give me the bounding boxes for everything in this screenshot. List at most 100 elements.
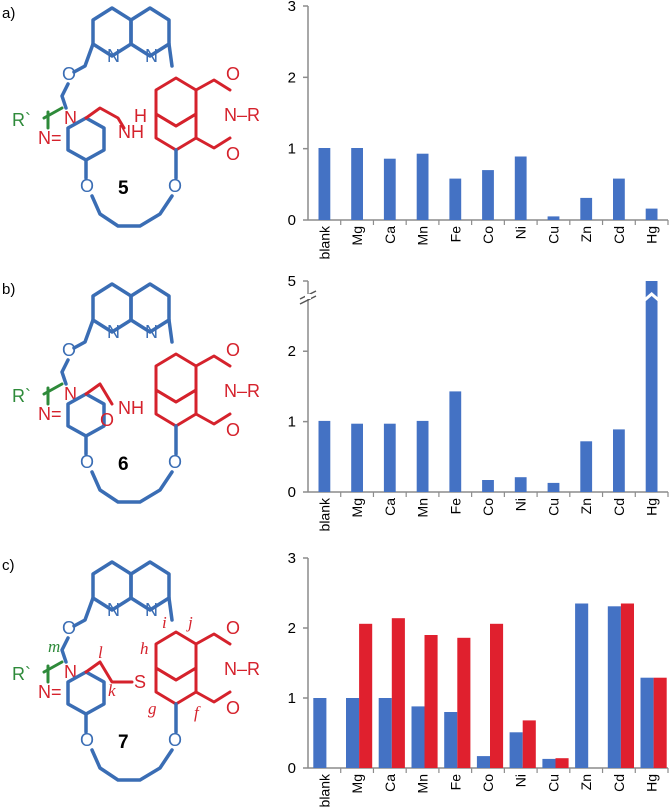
bar-fe	[449, 391, 462, 492]
bar-mg-series-2	[359, 623, 373, 768]
x-category-label: Cu	[545, 226, 561, 244]
phenylene-ring	[66, 670, 106, 716]
ether-o3: O	[168, 176, 182, 196]
x-category-label: Ca	[382, 226, 398, 244]
x-category-label: blank	[316, 225, 332, 259]
proton-label-i: i	[162, 613, 167, 632]
imide-o-top: O	[226, 340, 240, 360]
bar-blank-series-1	[313, 698, 327, 768]
ether-o: O	[62, 64, 76, 84]
bar-mg	[351, 423, 363, 492]
proton-label-f: f	[194, 703, 201, 722]
bar-co	[482, 170, 494, 220]
imide-o-bottom: O	[226, 144, 240, 164]
bond	[167, 318, 174, 344]
bond	[167, 596, 174, 622]
panel-label-a: a)	[2, 5, 15, 22]
ether-o: O	[62, 618, 76, 638]
bond	[60, 358, 70, 386]
ether-o3: O	[168, 730, 182, 750]
proton-label-m: m	[48, 637, 60, 656]
bond	[84, 424, 178, 456]
x-category-label: Zn	[578, 774, 594, 790]
linker-h: H	[134, 106, 147, 126]
x-category-label: Mn	[415, 226, 431, 245]
bar-cu-series-2	[555, 758, 569, 768]
imide-n-r: N–R	[224, 659, 260, 679]
bar-ni-series-1	[509, 732, 523, 768]
bar-chart-b: 0 1 2 5 blank Mg Ca Mn Fe Co Ni Cu Zn Cd Hg	[288, 273, 669, 531]
bar-co-series-1	[476, 756, 490, 768]
triazole-n2: N=	[38, 682, 62, 702]
x-category-label: blank	[316, 497, 332, 531]
bar-zn	[580, 441, 593, 492]
proton-label-g: g	[148, 699, 157, 718]
bar-ca	[383, 158, 396, 220]
bar-hg-series-2	[653, 677, 667, 768]
compound-number-5: 5	[118, 178, 129, 199]
axis-break-gap	[305, 294, 311, 299]
imide-bonds	[194, 78, 232, 150]
bar-hg	[645, 281, 658, 492]
x-category-label: Mg	[349, 498, 365, 517]
y-tick-label: 1	[288, 690, 296, 707]
bar-ca	[383, 423, 396, 492]
ether-o2: O	[80, 452, 94, 472]
bar-cd	[613, 429, 625, 492]
x-category-label: Ni	[513, 226, 529, 239]
imide-o-bottom: O	[226, 698, 240, 718]
amide-nh: NH	[118, 398, 144, 418]
x-category-label: Hg	[644, 774, 660, 792]
imide-bonds	[194, 354, 232, 426]
y-tick-label: 0	[288, 212, 296, 229]
proton-label-l: l	[98, 643, 103, 662]
imide-o-top: O	[226, 618, 240, 638]
bar-blank	[318, 420, 331, 492]
triazole-n2: N=	[38, 404, 62, 424]
naphthalene-ring-bottom	[154, 388, 198, 428]
naphthalene-ring-bottom	[154, 666, 198, 706]
imide-o-bottom: O	[226, 420, 240, 440]
bond	[60, 82, 70, 110]
x-category-label: Zn	[578, 498, 594, 514]
bar-mn	[416, 153, 429, 220]
amide-o: O	[100, 410, 114, 430]
y-tick-label: 2	[288, 343, 296, 360]
molecule-structure-5: N N O R` N N= O O N–R H NH O O 5	[12, 6, 260, 228]
bar-mn-series-2	[424, 635, 438, 768]
r-prime-label: R`	[12, 110, 31, 130]
ether-o2: O	[80, 730, 94, 750]
bar-blank	[318, 148, 331, 220]
x-category-label: Mn	[415, 774, 431, 793]
bar-mg-series-1	[346, 698, 360, 768]
x-category-label: Mg	[349, 774, 365, 793]
y-tick-label: 2	[288, 69, 296, 86]
imide-n-r: N–R	[224, 105, 260, 125]
bar-zn	[580, 197, 593, 220]
bipyridine-n-right: N	[145, 322, 158, 342]
y-tick-label: 3	[288, 0, 296, 15]
bar-break-marker	[643, 292, 660, 302]
x-category-label: blank	[316, 773, 332, 807]
imide-n-r: N–R	[224, 381, 260, 401]
y-tick-label: 0	[288, 484, 296, 501]
compound-number-6: 6	[118, 454, 129, 475]
bipyridine-n-left: N	[107, 322, 120, 342]
ether-o2: O	[80, 176, 94, 196]
bipyridine-n-right: N	[145, 46, 158, 66]
bar-cu	[547, 216, 560, 220]
proton-label-k: k	[108, 681, 116, 700]
amide-linker	[84, 382, 114, 406]
x-category-label: Mg	[349, 226, 365, 245]
bond	[72, 318, 95, 350]
x-category-label: Fe	[447, 226, 463, 243]
y-tick-label: 3	[288, 550, 296, 567]
bar-cd	[613, 178, 625, 220]
x-category-label: Cd	[611, 226, 627, 244]
x-category-label: Fe	[447, 498, 463, 515]
x-category-label: Cd	[611, 498, 627, 516]
bond	[167, 42, 174, 68]
r-prime-label: R`	[12, 386, 31, 406]
polyether-chain	[90, 748, 174, 782]
proton-label-h: h	[140, 639, 149, 658]
